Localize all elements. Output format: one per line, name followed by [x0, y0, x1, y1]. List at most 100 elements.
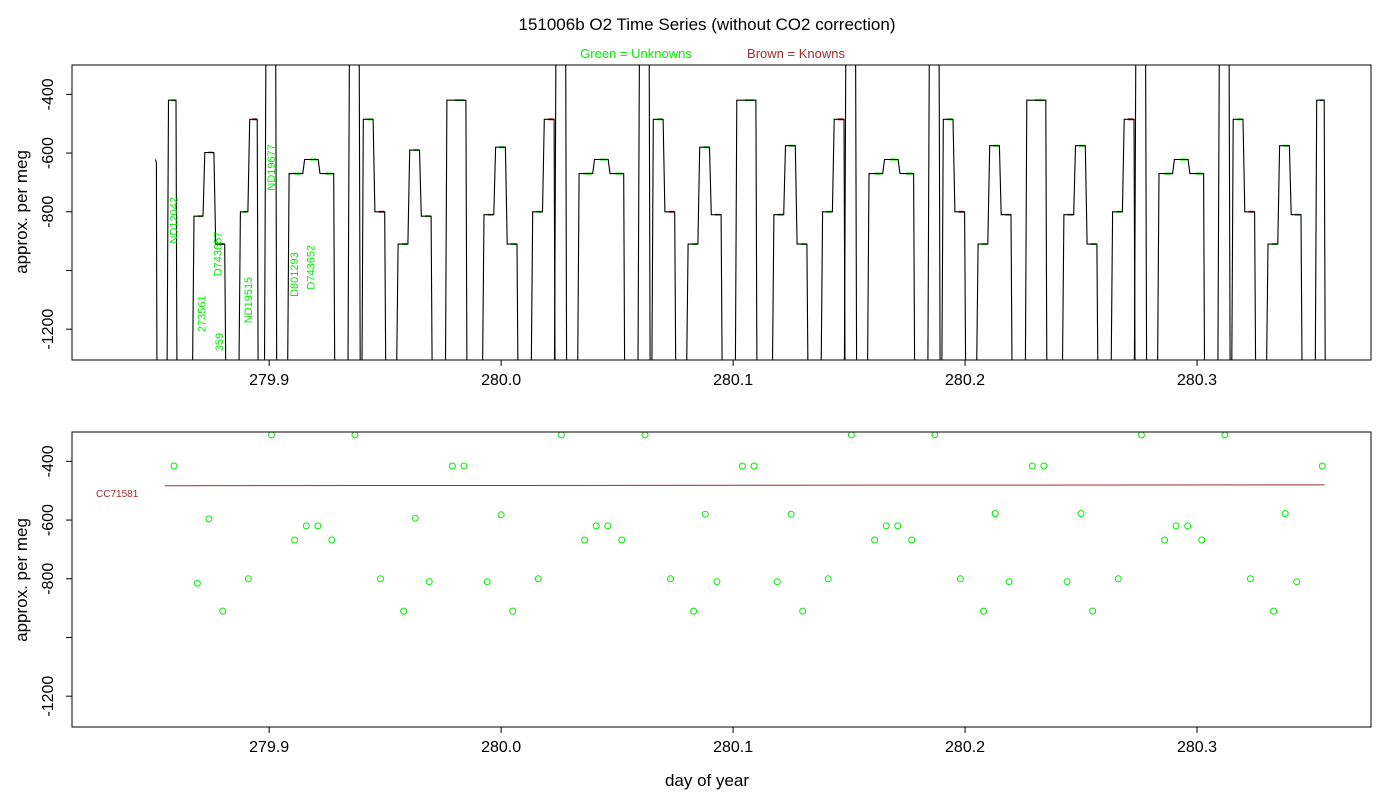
data-point — [931, 432, 939, 439]
trace-line — [238, 118, 259, 360]
trace-segment — [820, 118, 846, 360]
trace-line — [166, 99, 178, 360]
trace-segment — [1157, 158, 1206, 360]
bottom-y-tick-label: -800 — [40, 563, 57, 595]
trace-segment — [771, 144, 809, 360]
trace-line — [396, 149, 433, 360]
bottom-plot-area — [164, 432, 1326, 615]
sample-label: ND19515 — [243, 277, 255, 323]
trace-segment — [637, 65, 651, 360]
trace-line — [1133, 65, 1148, 360]
trace-segment — [651, 118, 677, 360]
trace-line — [192, 151, 227, 360]
trace-segment — [287, 158, 336, 360]
data-point — [1198, 536, 1206, 544]
data-point — [1137, 432, 1145, 439]
data-point — [1221, 432, 1229, 439]
top-x-tick-label: 279.9 — [249, 372, 289, 389]
data-point — [497, 511, 505, 519]
bottom-y-axis-label: approx. per meg — [12, 518, 31, 642]
data-point — [193, 579, 201, 587]
trace-line — [1266, 145, 1303, 360]
data-point — [641, 432, 649, 439]
reference-line — [164, 484, 1325, 487]
bottom-y-tick-label: -1200 — [40, 676, 57, 717]
data-point — [750, 462, 758, 470]
bottom-x-tick-label: 280.3 — [1177, 739, 1217, 756]
trace-line — [1061, 145, 1099, 360]
data-point — [882, 522, 890, 530]
top-x-tick-label: 280.2 — [945, 372, 985, 389]
trace-segment — [1314, 99, 1326, 360]
top-y-axis-label: approx. per meg — [12, 150, 31, 274]
trace-line — [553, 65, 568, 360]
bottom-x-tick-label: 279.9 — [249, 739, 289, 756]
trace-segment — [238, 118, 259, 360]
top-y-tick-label: -800 — [40, 196, 57, 228]
trace-segment — [927, 65, 941, 360]
data-point — [302, 522, 310, 530]
sample-label: ND12042 — [169, 197, 181, 243]
data-point — [980, 607, 988, 615]
trace-line — [686, 146, 723, 360]
trace-segment — [686, 146, 723, 360]
data-point — [1161, 536, 1169, 544]
bottom-x-tick-label: 280.1 — [713, 739, 753, 756]
trace-segment — [734, 99, 758, 360]
data-point — [460, 462, 468, 470]
trace-segment — [941, 118, 967, 360]
data-point — [773, 578, 781, 586]
data-point — [604, 522, 612, 530]
data-point — [1089, 607, 1097, 615]
trace-segment — [361, 118, 387, 360]
trace-line — [976, 145, 1013, 360]
data-point — [268, 432, 275, 439]
trace-segment — [1133, 65, 1148, 360]
trace-line — [1314, 99, 1326, 360]
trace-segment — [166, 99, 178, 360]
trace-segment — [192, 151, 227, 360]
trace-line — [1231, 118, 1257, 360]
data-point — [377, 575, 384, 583]
legend-knowns: Brown = Knowns — [747, 46, 845, 61]
data-point — [425, 578, 433, 586]
trace-segment — [1217, 65, 1231, 360]
top-plot-area — [154, 65, 1326, 360]
top-y-tick-label: -600 — [40, 137, 57, 169]
data-point — [667, 575, 674, 583]
trace-line — [771, 145, 809, 360]
trace-line — [444, 99, 468, 360]
data-point — [448, 462, 456, 470]
top-axes: 279.9 280.0 280.1 280.2 280.3 -400 -800 -1200 -6… — [40, 78, 1217, 389]
legend-unknowns: Green = Unknowns — [580, 46, 692, 61]
trace-line — [1024, 99, 1048, 360]
trace-line — [1217, 65, 1231, 360]
top-x-tick-label: 280.3 — [1177, 372, 1217, 389]
data-point — [701, 510, 709, 518]
data-point — [1184, 522, 1192, 530]
trace-line — [637, 65, 651, 360]
top-panel: ND12042 273561 D743657 359 ND19515 ND19677 D80… — [12, 64, 1372, 389]
trace-line — [577, 158, 626, 360]
top-sample-labels: ND12042 273561 D743657 359 ND19515 ND19677 D80… — [169, 144, 318, 351]
trace-line — [734, 99, 758, 360]
data-point — [1077, 510, 1085, 518]
trace-segment — [1266, 144, 1303, 360]
data-point — [799, 607, 807, 615]
trace-line — [361, 118, 387, 360]
bottom-panel: CC71581 279.9 280.0 280.1 280.2 280.3 -400 -80… — [12, 431, 1372, 790]
data-point — [244, 575, 252, 583]
trace-segment — [867, 158, 916, 360]
trace-segment — [843, 65, 858, 360]
chart-title: 151006b O2 Time Series (without CO2 corr… — [518, 15, 895, 34]
bottom-y-tick-label: -400 — [40, 445, 57, 477]
trace-segment — [396, 149, 433, 360]
trace-line — [1157, 158, 1206, 360]
sample-label: D801293 — [289, 252, 301, 297]
data-point — [1270, 607, 1278, 615]
trace-line — [263, 65, 278, 360]
data-point — [1172, 522, 1180, 530]
bottom-axes: 279.9 280.0 280.1 280.2 280.3 -400 -800 -1200 -6… — [40, 445, 1217, 756]
trace-segment — [1231, 118, 1257, 360]
